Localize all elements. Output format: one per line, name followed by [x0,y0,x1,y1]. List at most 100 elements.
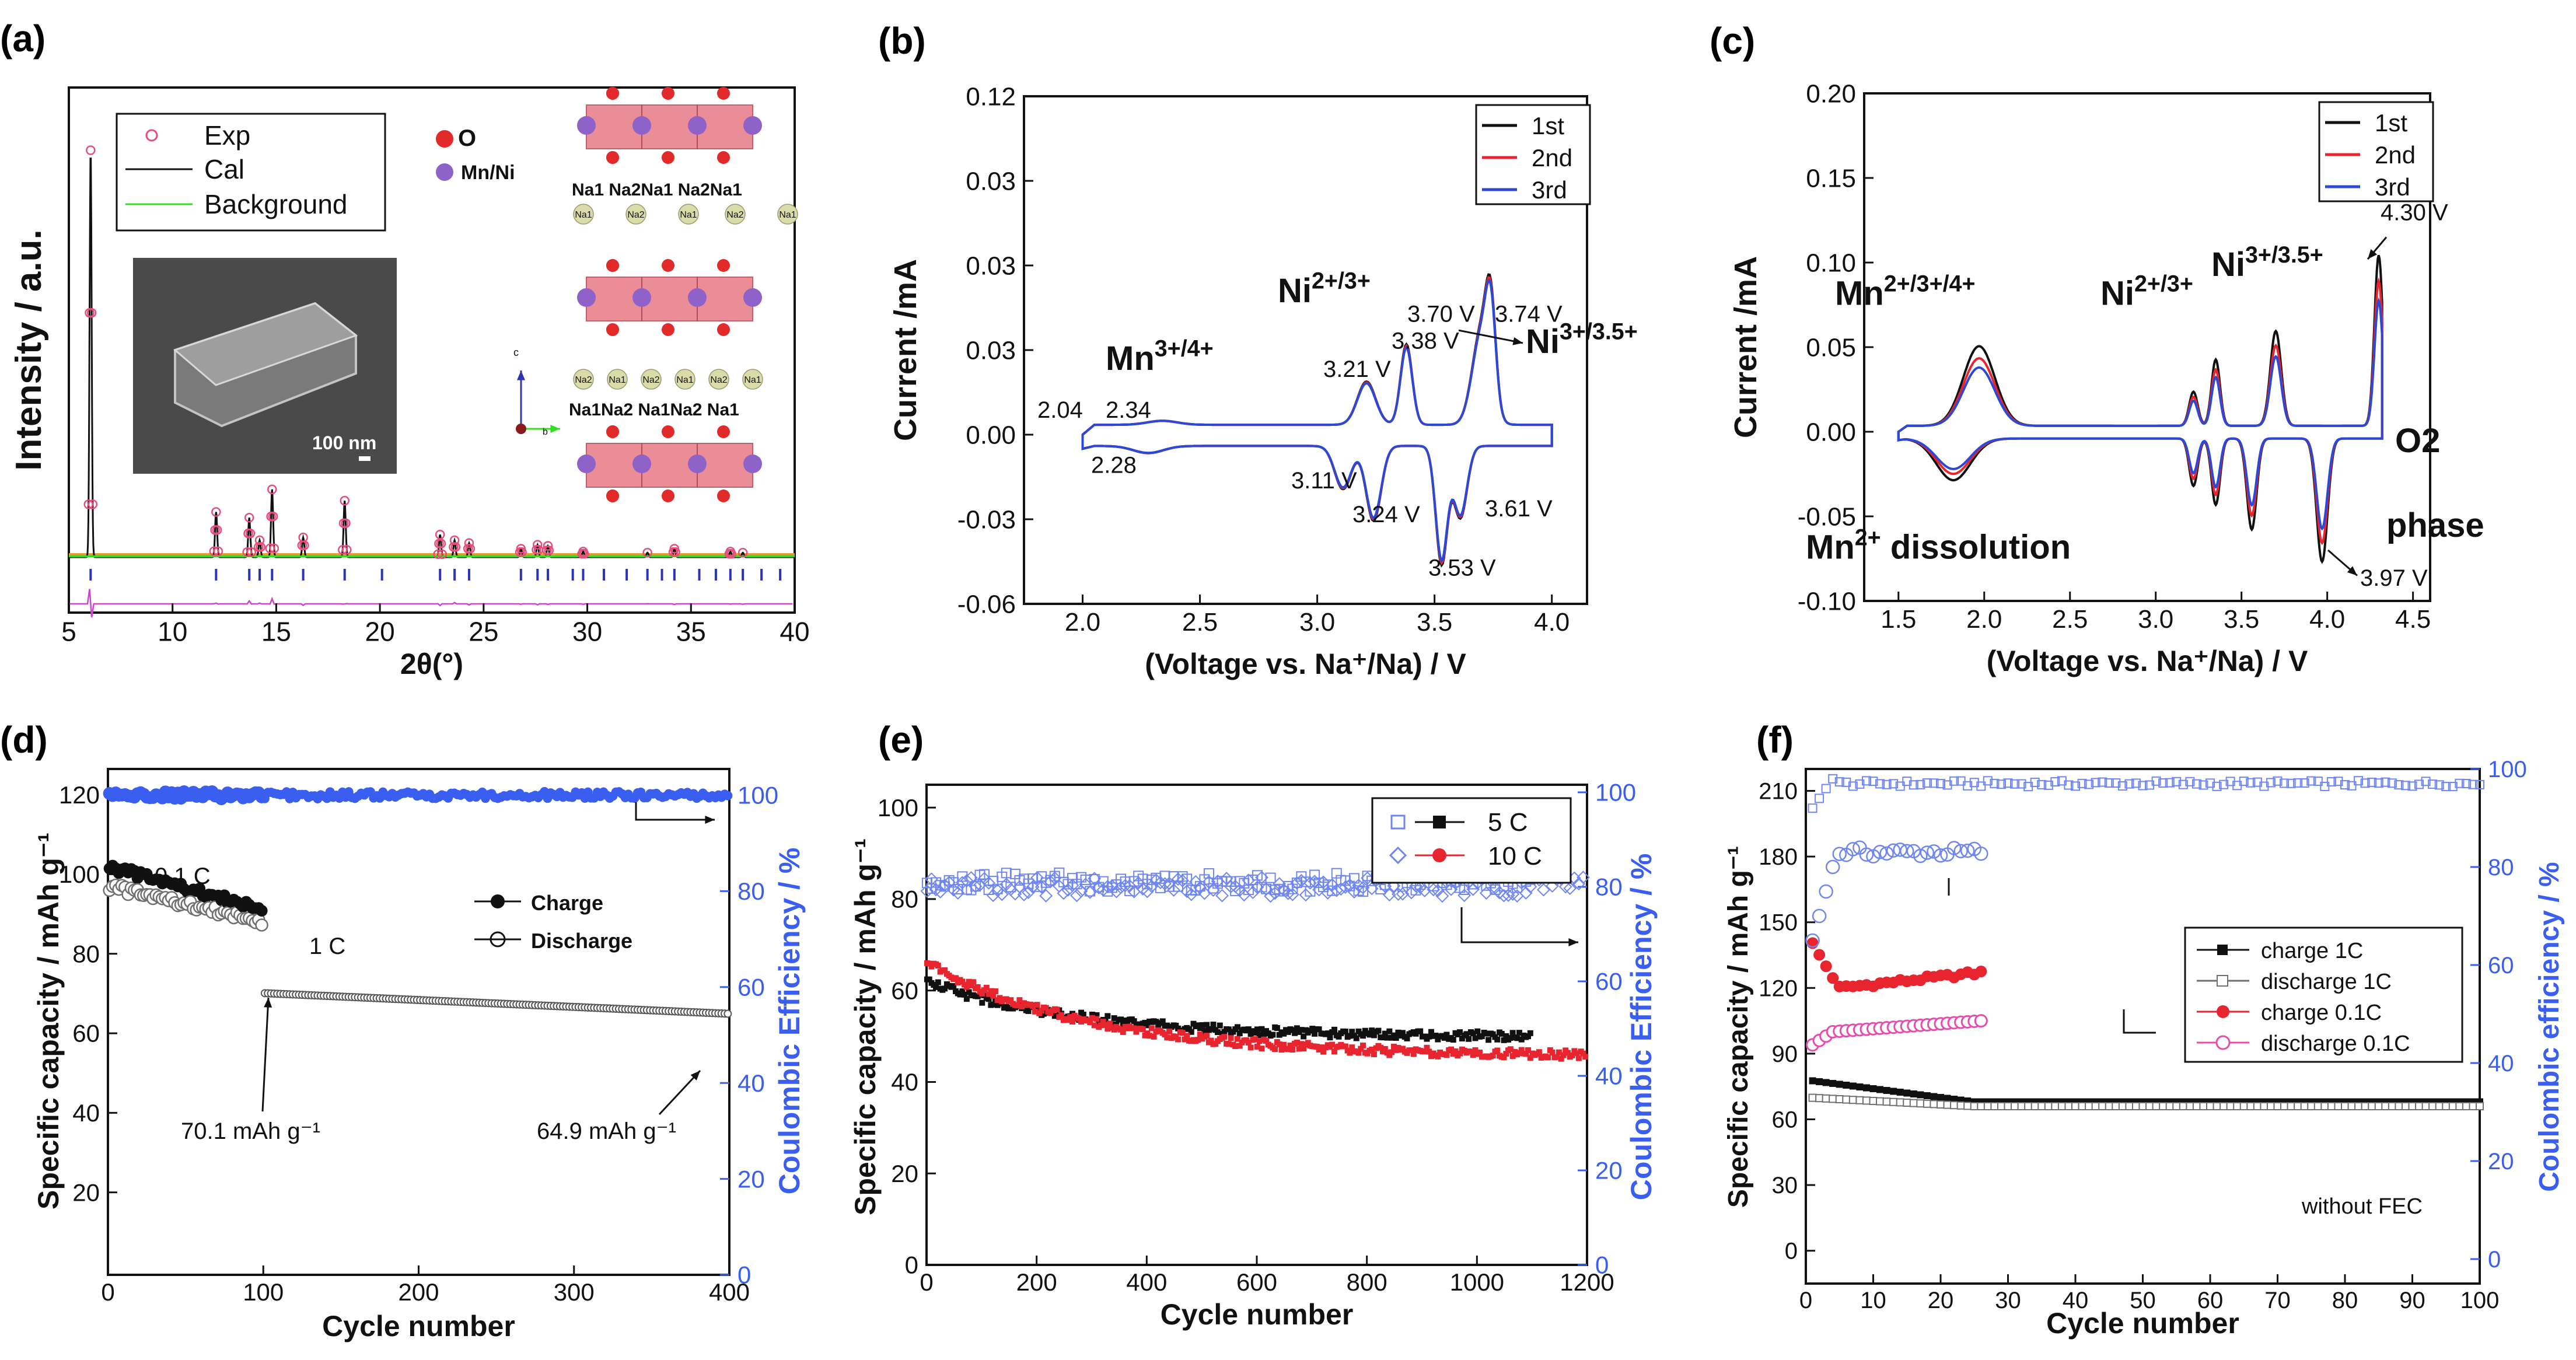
cycling-f-discharge-1c-point [1977,1102,1986,1110]
cycling-e-10C-point [1166,1028,1173,1034]
cycling-f-eff-1c-point [1922,778,1932,788]
cycling-e-eff-10c-point [1519,886,1533,900]
cycling-f-discharge-1c-point [2004,1102,2012,1110]
panel-b-ytick-label: 0.03 [966,251,1016,280]
panel-c-legend-box [2318,101,2434,202]
cycling-f-charge-1c-point [1836,1081,1843,1088]
cycling-d-frame [107,768,730,1276]
cycling-f-eff-1c-point [2165,778,2175,788]
panel-c-ytick-label: 0.10 [1806,249,1856,277]
cycling-f-discharge-1c-point [2239,1102,2248,1110]
cycling-e-10C-point [1507,1046,1514,1053]
cycling-e-legend-5c: 5 C [1488,808,1528,837]
cycling-f-eff-01c-point [1846,842,1861,856]
cycling-e-10C-point [1443,1052,1450,1058]
cycling-e-eff-10c-point [1017,888,1031,901]
cycling-f-discharge-1c-point [2421,1102,2430,1110]
cycling-f-eff-01c-point [1953,844,1968,859]
cycling-e-eff-10c-point [1444,882,1458,896]
panel-c-ytick-label: 0.00 [1806,418,1856,446]
cycling-e-5C-point [990,1001,997,1008]
xrd-legend-exp-marker [145,129,158,142]
cycling-f-eff-01c-point [1812,908,1827,924]
cycling-e-5C-point [1080,1011,1086,1018]
cycling-f-eff-1c-point [2111,778,2121,788]
cycling-f-discharge-1c-point [1808,1093,1817,1102]
cycling-f-eff-1c-point [1963,781,1973,791]
na-site-label: Na2 [726,210,743,220]
cycling-e-5C-point [1316,1026,1322,1033]
cycling-e-5C-point [1360,1033,1366,1039]
xrd-exp-point [267,484,277,494]
panel-c-ytick-label: -0.10 [1798,587,1856,616]
panel-label-f: (f) [1756,719,1794,761]
cycling-e-eff-10c-point [1158,877,1172,891]
cycling-e-10C-point [1259,1046,1265,1052]
cv-b-label-353: 3.53 V [1428,555,1496,581]
cycling-e-10C-point [1151,1033,1157,1040]
cycling-f-discharge-1c-point [2011,1102,2019,1110]
cycling-e-10C-point [1067,1014,1074,1020]
cycling-f-eff-1c-point [1815,793,1824,803]
cycling-e-eff-10c-point [995,887,1009,901]
cycling-e-eff-10c-point [1043,875,1057,889]
cycling-f-discharge-1c-point [2085,1102,2093,1110]
xrd-exp-point [544,546,554,555]
cycling-d-1c-point [723,1009,732,1018]
cycling-e-eff-10c-point [1083,885,1097,899]
cycling-e-xtick-label: 1000 [1450,1268,1504,1296]
cycling-f-eff-ytick-label: 20 [2488,1149,2514,1174]
cycling-f-discharge-1c-point [2476,1102,2484,1110]
cycling-f-eff-1c-point [1996,779,2006,789]
cycling-e-eff-5c-point [1182,873,1193,884]
layer2-mn-atom [632,288,651,307]
cycling-f-xtick-label: 80 [2332,1288,2358,1313]
cycling-e-10C-point [1424,1044,1430,1051]
cycling-e-10C-point [979,991,985,997]
panel-label-c: (c) [1710,20,1755,62]
cycling-e-legend-5c-marker [1433,816,1446,828]
cycling-e-10C-point [1467,1048,1474,1055]
cycling-f-discharge-1c-point [2260,1102,2269,1110]
cycling-e-eff-10c-point [1572,877,1586,891]
cycling-f-legend-marker [2217,945,2228,955]
cycling-f-ytick-label: 150 [1759,910,1798,936]
cycling-e-10C-point [1091,1022,1097,1029]
cycling-f-eff-1c-point [2138,781,2148,791]
cycling-e-5C-point [1188,1029,1194,1035]
cycling-e-5C-point [1450,1037,1456,1043]
cycling-e-eff-10c-point [1184,887,1198,901]
cycling-f-discharge-1c-point [2428,1102,2437,1110]
cycling-f-eff-01c-point [1974,846,1988,861]
na-site-label: Na2 [575,375,592,385]
xrd-exp-point [337,545,348,555]
cycling-f-ytick-label: 180 [1759,844,1798,870]
cycling-f-eff-1c-point [2212,781,2222,791]
cycling-f-eff-1c-point [1868,777,1878,786]
cycling-e-10C-point [1289,1046,1296,1053]
layer2-o-atom [717,259,730,272]
cycling-f-charge-1c-point [1910,1090,1917,1097]
panel-c-cycle-3-line [1897,297,2383,531]
cycling-d-xtick-label: 400 [709,1278,750,1306]
cycling-f-eff-1c-point [2326,777,2336,786]
cycling-e-ytick-label: 60 [891,977,918,1004]
cycling-e-5C-point [957,991,963,998]
xrd-exp-point [212,525,222,535]
cycling-e-10C-point [1554,1054,1560,1060]
cycling-e-10C-point [952,975,959,981]
cycling-e-5C-point [1298,1027,1305,1033]
cycling-e-5C-point [1312,1030,1318,1037]
xrd-exp-point [242,547,252,557]
cycling-e-5C-point [1443,1032,1450,1038]
cycling-f-discharge-1c-point [2388,1102,2396,1110]
cycling-f-eff-1c-point [2151,776,2161,786]
cycling-e-10C-point [966,978,972,985]
layer1-o-atom [717,151,730,164]
xrd-exp-point [726,548,736,559]
cycling-e-10C-point [1162,1032,1168,1038]
cycling-f-xtick-label: 0 [1799,1288,1812,1313]
cycling-f-eff-01c-point [1879,846,1894,861]
cycling-e-5C-point [966,989,972,995]
cv-c-label-430: 4.30 V [2381,200,2448,226]
